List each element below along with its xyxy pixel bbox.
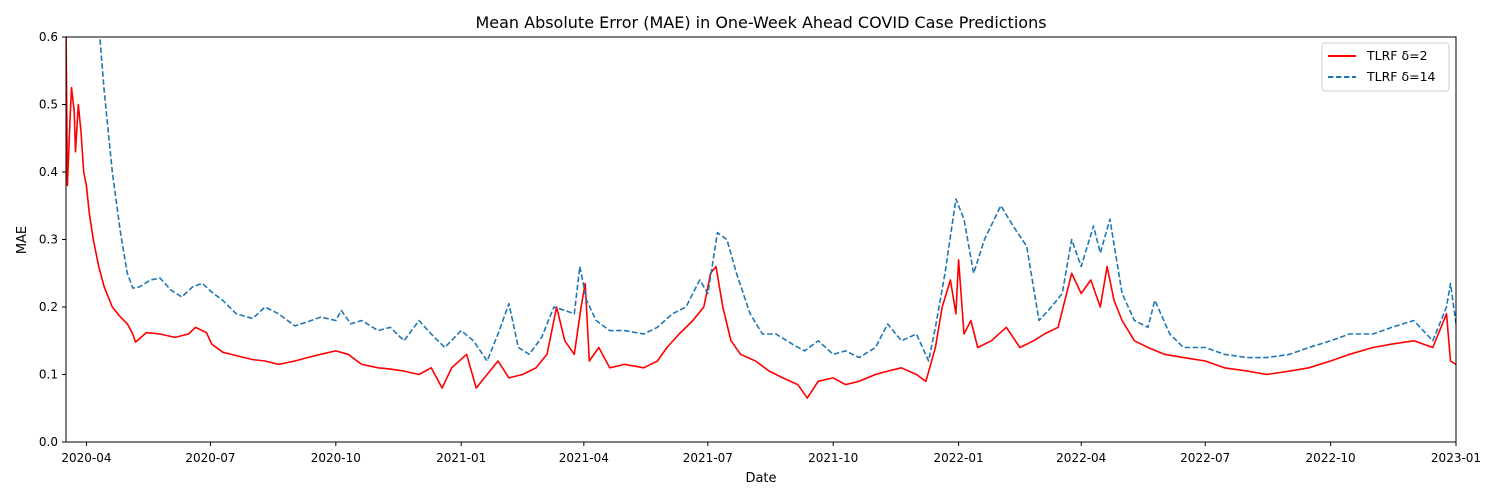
series-line-tlrf-delta-14 [98,37,1456,362]
plot-background [66,37,1456,442]
x-tick-label: 2021-10 [808,451,858,465]
x-tick-label: 2022-10 [1306,451,1356,465]
x-tick-label: 2022-04 [1056,451,1106,465]
x-tick-label: 2020-04 [61,451,111,465]
x-axis: 2020-04 2020-07 2020-10 2021-01 2021-04 2021-… [61,442,1481,465]
y-tick-label: 0.0 [39,435,58,449]
chart-title: Mean Absolute Error (MAE) in One-Week Ah… [475,13,1046,32]
legend-label-tlrf-delta-14: TLRF δ=14 [1366,69,1436,84]
y-tick-label: 0.4 [39,165,58,179]
x-axis-label: Date [745,471,776,486]
x-tick-label: 2020-07 [185,451,235,465]
plot-area [65,36,1457,443]
x-tick-label: 2023-01 [1431,451,1481,465]
x-tick-label: 2020-10 [311,451,361,465]
legend: TLRF δ=2 TLRF δ=14 [1321,42,1450,92]
x-tick-label: 2022-01 [934,451,984,465]
series-layer [66,37,1456,399]
y-axis-label: MAE [15,226,30,254]
x-tick-label: 2021-04 [559,451,609,465]
y-tick-label: 0.1 [39,368,58,382]
series-line-tlrf-delta-2 [66,37,1456,399]
y-tick-label: 0.6 [39,30,58,44]
y-tick-label: 0.2 [39,300,58,314]
y-tick-label: 0.5 [39,98,58,112]
x-tick-label: 2022-07 [1180,451,1230,465]
legend-label-tlrf-delta-2: TLRF δ=2 [1366,48,1428,63]
x-tick-label: 2021-01 [436,451,486,465]
y-axis: 0.0 0.1 0.2 0.3 0.4 0.5 0.6 [39,30,66,449]
x-tick-label: 2021-07 [683,451,733,465]
y-tick-label: 0.3 [39,233,58,247]
